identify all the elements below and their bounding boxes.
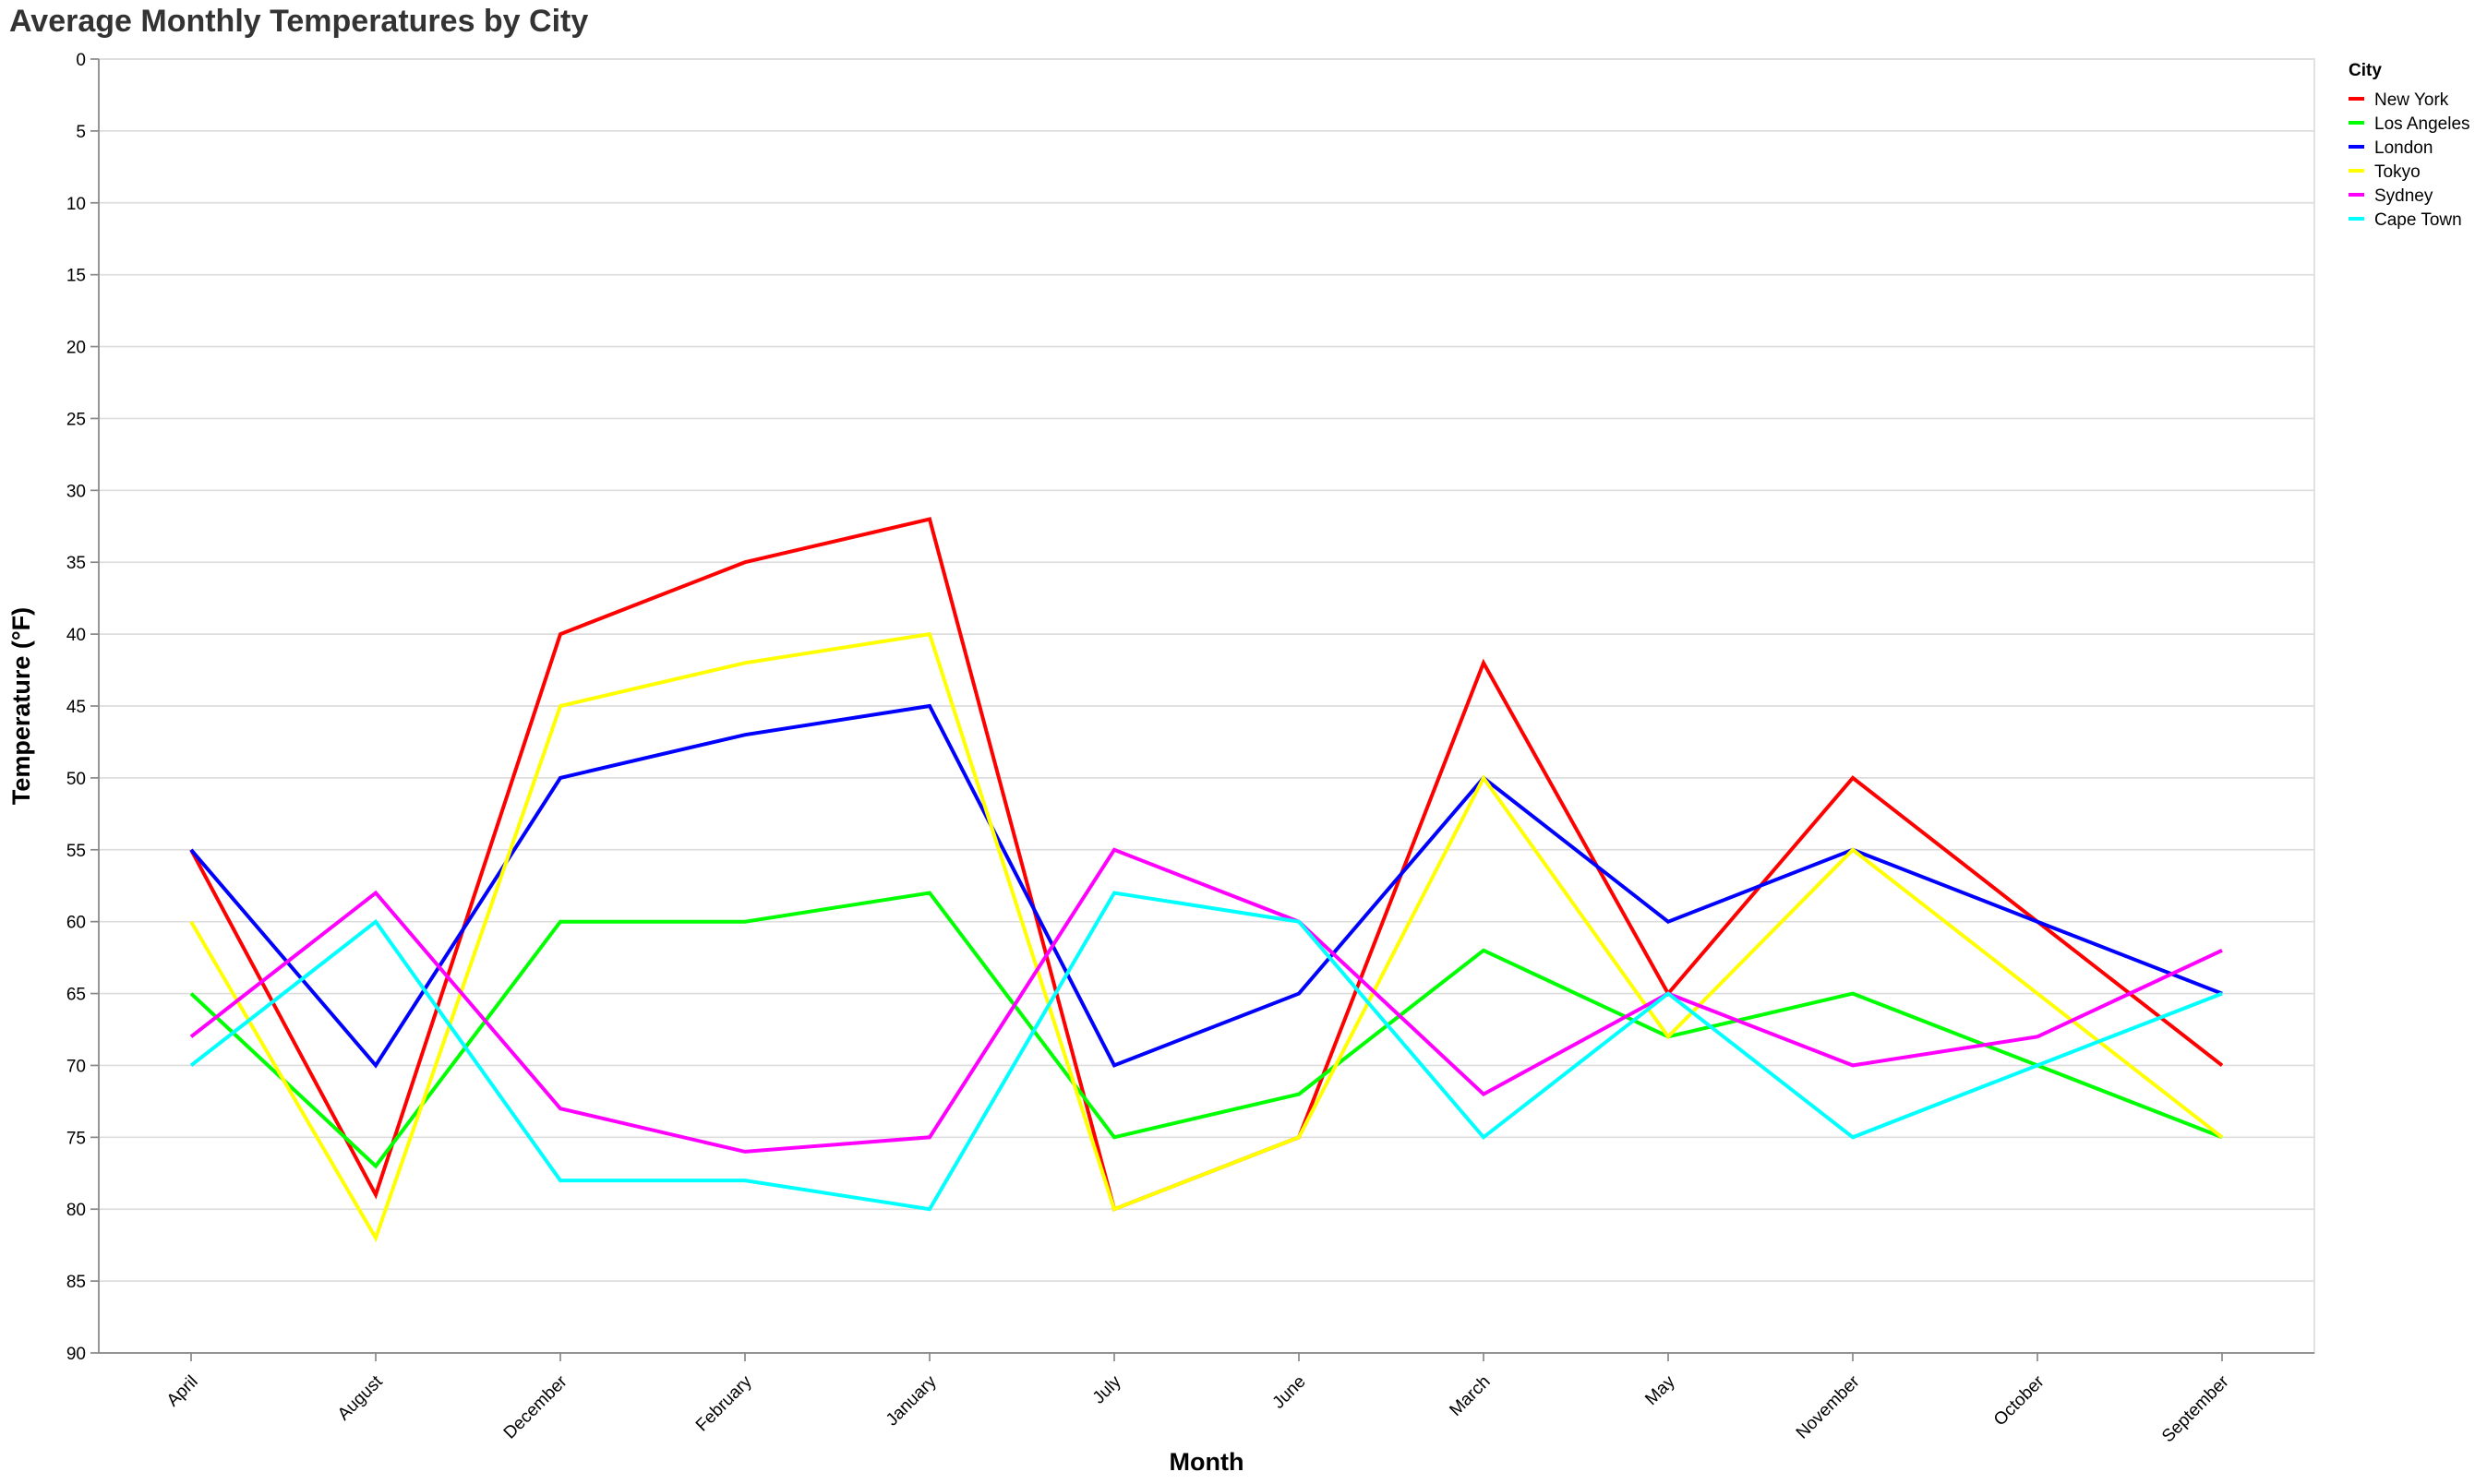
legend-label: Cape Town [2374,210,2462,230]
x-tick-label: October [1990,1371,2048,1430]
x-tick-label: May [1641,1371,1679,1409]
y-tick-label: 15 [66,267,86,286]
y-tick-label: 5 [76,123,86,142]
y-axis-ticks: 0 5 10 15 20 25 30 35 40 45 50 55 60 65 70 75 80 85 90 [66,51,99,1364]
x-tick-label: February [692,1371,756,1435]
legend-label: Tokyo [2374,162,2421,182]
series-line-new-york [189,517,2224,1212]
x-axis-title: Month [1170,1448,1244,1476]
x-tick-label: August [334,1371,387,1424]
y-tick-label: 35 [66,554,86,573]
x-tick-label: June [1269,1372,1310,1413]
x-tick-label: January [883,1371,941,1430]
y-tick-label: 75 [66,1129,86,1148]
x-tick-label: December [500,1371,571,1442]
y-tick-label: 80 [66,1201,86,1220]
y-tick-label: 70 [66,1057,86,1076]
y-tick-label: 25 [66,410,86,429]
y-tick-label: 90 [66,1345,86,1364]
y-tick-label: 0 [76,51,86,70]
y-tick-label: 30 [66,482,86,501]
legend-title: City [2349,61,2382,80]
legend: City New York Los Angeles London Tokyo Sydne… [2349,61,2470,230]
x-tick-label: March [1446,1372,1494,1420]
y-tick-label: 10 [66,195,86,214]
x-axis-ticks: April August December February January July Ju… [163,1353,2233,1446]
series-line-tokyo [189,631,2224,1243]
x-tick-label: September [2158,1371,2233,1446]
series-line-sydney [189,847,2223,1154]
y-tick-label: 40 [66,626,86,645]
legend-label: London [2374,138,2433,158]
legend-label: Los Angeles [2374,114,2470,134]
x-tick-label: November [1793,1371,1864,1442]
y-tick-label: 45 [66,698,86,717]
x-tick-label: July [1089,1371,1125,1407]
legend-label: New York [2374,90,2449,110]
y-tick-label: 65 [66,986,86,1005]
gridlines [99,58,2314,1354]
legend-label: Sydney [2374,186,2433,206]
x-tick-label: April [163,1372,202,1411]
series-line-los-angeles [189,891,2223,1169]
chart-title: Average Monthly Temperatures by City [9,4,589,39]
y-tick-label: 60 [66,914,86,933]
series-line-cape-town [189,891,2223,1212]
series-line-london [189,703,2223,1069]
y-axis-title: Temperature (°F) [7,607,35,805]
y-tick-label: 20 [66,339,86,358]
y-tick-label: 50 [66,770,86,789]
series-layer [189,517,2224,1243]
y-tick-label: 55 [66,842,86,861]
y-tick-label: 85 [66,1273,86,1292]
